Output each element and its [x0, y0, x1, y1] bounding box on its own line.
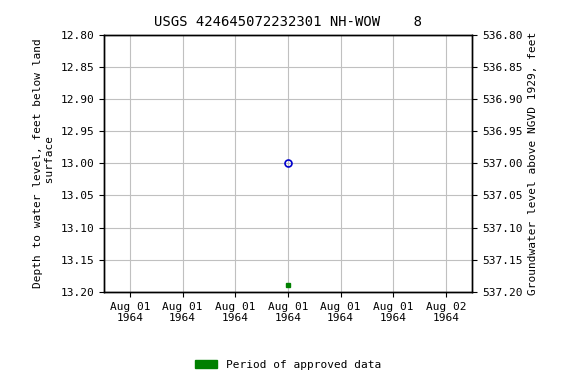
Legend: Period of approved data: Period of approved data — [191, 356, 385, 375]
Title: USGS 424645072232301 NH-WOW    8: USGS 424645072232301 NH-WOW 8 — [154, 15, 422, 29]
Y-axis label: Depth to water level, feet below land
 surface: Depth to water level, feet below land su… — [33, 38, 55, 288]
Y-axis label: Groundwater level above NGVD 1929, feet: Groundwater level above NGVD 1929, feet — [528, 31, 538, 295]
